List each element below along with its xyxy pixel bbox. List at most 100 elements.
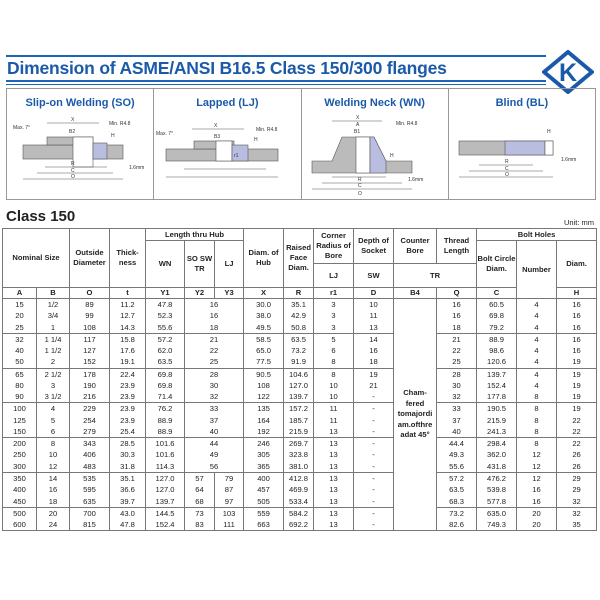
- table-cell: 71.4: [145, 391, 186, 403]
- table-cell: 62.0: [145, 345, 186, 357]
- table-cell: 30: [184, 379, 245, 392]
- table-cell: 58.5: [243, 332, 285, 345]
- header-nominal-size: Nominal Size: [1, 228, 71, 288]
- table-cell: 37: [436, 414, 478, 426]
- table-cell: 108: [69, 321, 111, 334]
- header-diam-hub: Diam. of Hub: [243, 228, 285, 288]
- table-cell: 14: [35, 471, 71, 485]
- svg-text:1.6mm: 1.6mm: [129, 165, 144, 171]
- table-cell: -: [353, 437, 395, 450]
- table-cell: 25.4: [109, 425, 147, 438]
- table-cell: 25: [436, 356, 478, 369]
- table-cell: 483: [69, 460, 111, 473]
- table-cell: 13: [313, 425, 355, 438]
- table-row: 200 8 343 28.5 101.6 44 246 269.7 13-44.4 298.4 8 2…: [2, 437, 598, 450]
- table-cell: 63.5: [283, 332, 315, 345]
- table-cell: 30.0: [243, 298, 285, 311]
- table-cell: 20: [516, 518, 558, 532]
- title-rule-top: [6, 55, 546, 57]
- table-cell: 55.6: [436, 460, 478, 473]
- table-cell: 13: [313, 471, 355, 485]
- table-cell: -: [353, 484, 395, 496]
- column-label: Y1: [145, 287, 186, 299]
- table-cell: 35: [556, 518, 598, 532]
- table-cell: 55.6: [145, 321, 186, 334]
- slip-on-flange-drawing: X B2 R C O H Min. R4.8 Max. 7° 1.6mm: [13, 117, 144, 180]
- table-cell: 663: [243, 518, 285, 532]
- table-cell: 400: [243, 471, 285, 485]
- table-cell: 50: [2, 356, 37, 369]
- table-cell: 6: [35, 425, 71, 438]
- page-title: Dimension of ASME/ANSI B16.5 Class 150/3…: [7, 58, 447, 78]
- table-cell: 26: [556, 449, 598, 461]
- svg-text:B3: B3: [214, 134, 220, 140]
- table-cell: 144.5: [145, 506, 186, 519]
- svg-text:O: O: [358, 191, 362, 197]
- table-cell: 14: [353, 332, 395, 345]
- table-cell: 25: [2, 321, 37, 334]
- table-cell: 365: [243, 460, 285, 473]
- table-cell: 16: [436, 298, 478, 311]
- table-cell: 5: [313, 332, 355, 345]
- header-corner-lj: LJ: [313, 263, 355, 288]
- table-cell: 57.2: [145, 332, 186, 345]
- table-cell: 25: [184, 356, 245, 369]
- table-cell: 22: [556, 414, 598, 426]
- table-cell: 476.2: [476, 471, 518, 485]
- header-counter-bore: Counter Bore: [393, 228, 438, 264]
- table-cell: 125: [2, 414, 37, 426]
- svg-text:Min. R4.8: Min. R4.8: [256, 127, 278, 133]
- table-cell: 50.8: [283, 321, 315, 334]
- table-cell: 23.9: [109, 379, 147, 392]
- table-cell: 79: [214, 471, 245, 485]
- table-row: 600 24 815 47.8 152.4 83 111 663 692.2 13- 82.6 749…: [2, 518, 598, 532]
- svg-text:K: K: [559, 59, 577, 87]
- table-cell: 152.4: [145, 518, 186, 532]
- table-cell: 13: [353, 321, 395, 334]
- table-cell: 80: [2, 379, 37, 392]
- table-cell: 16: [556, 321, 598, 334]
- header-depth-socket: Depth of Socket: [353, 228, 395, 264]
- column-label: X: [243, 287, 285, 299]
- table-cell: 36.6: [109, 484, 147, 496]
- diagram-blind: Blind (BL) R C O H 1.6mm: [449, 89, 595, 199]
- table-cell: 10: [313, 391, 355, 403]
- table-cell: 76.2: [145, 402, 186, 415]
- table-cell: -: [353, 449, 395, 461]
- table-cell: 122: [243, 391, 285, 403]
- table-cell: 11: [313, 414, 355, 426]
- table-cell: 4: [516, 379, 558, 392]
- table-cell: 68.3: [436, 495, 478, 508]
- table-cell: 20: [516, 506, 558, 519]
- table-cell: 44: [184, 437, 245, 450]
- table-cell: 16: [353, 345, 395, 357]
- dimension-table: Nominal Size Outside Diameter Thick-ness…: [1, 228, 598, 532]
- table-row: 450 18 635 39.7 139.7 68 97 505 533.4 13- 68.3 577.…: [2, 495, 598, 508]
- table-cell: 127.0: [145, 471, 186, 485]
- table-cell: 539.8: [476, 484, 518, 496]
- table-cell: 13: [313, 506, 355, 519]
- svg-text:C: C: [358, 183, 362, 189]
- table-cell: 8: [35, 437, 71, 450]
- table-cell: 12: [516, 460, 558, 473]
- table-row: 65 2 1/2 178 22.4 69.8 28 90.5 104.6 8 19 28 139.7 4…: [2, 367, 598, 380]
- diagram-title: Lapped (LJ): [196, 97, 259, 109]
- table-cell: 63.5: [145, 356, 186, 369]
- table-cell: 4: [35, 402, 71, 415]
- svg-text:R: R: [358, 177, 362, 183]
- table-cell: 114.3: [145, 460, 186, 473]
- svg-text:C: C: [505, 166, 509, 172]
- table-cell: 13: [313, 460, 355, 473]
- table-cell: 57: [184, 471, 216, 485]
- column-label: O: [69, 287, 111, 299]
- table-cell: 152.4: [476, 379, 518, 392]
- table-cell: 49.5: [243, 321, 285, 334]
- table-cell: 64: [184, 484, 216, 496]
- table-cell: 69.8: [476, 310, 518, 322]
- table-cell: 815: [69, 518, 111, 532]
- diagram-title: Welding Neck (WN): [324, 97, 425, 109]
- table-cell: 505: [243, 495, 285, 508]
- table-cell: 250: [2, 449, 37, 461]
- header-thickness: Thick-ness: [109, 228, 147, 288]
- table-cell: -: [353, 402, 395, 415]
